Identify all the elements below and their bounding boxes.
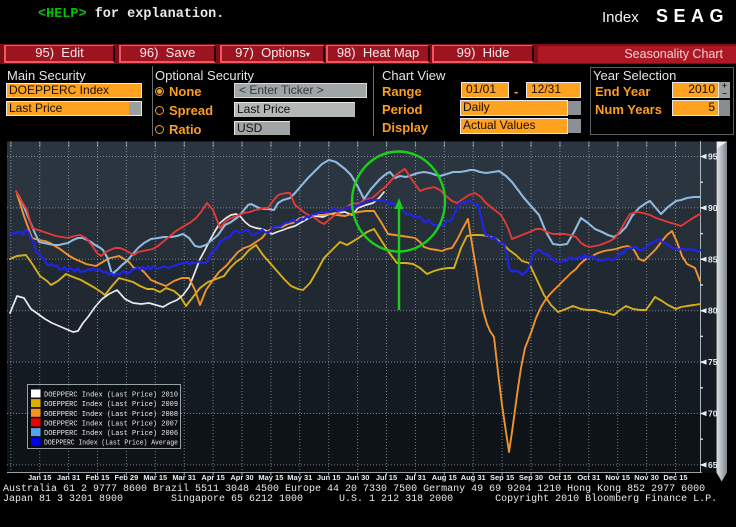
svg-text:May 31: May 31 (287, 473, 312, 482)
svg-text:Jul 15: Jul 15 (376, 473, 397, 482)
svg-text:Jul 31: Jul 31 (405, 473, 426, 482)
svg-text:Mar 31: Mar 31 (172, 473, 196, 482)
svg-text:Jun 30: Jun 30 (346, 473, 370, 482)
svg-text:DOEPPERC Index (Last Price) 20: DOEPPERC Index (Last Price) 2008 (44, 411, 178, 419)
svg-text:Oct 15: Oct 15 (548, 473, 571, 482)
svg-text:DOEPPERC Index (Last Price) 20: DOEPPERC Index (Last Price) 2006 (44, 430, 178, 438)
svg-text:Nov 15: Nov 15 (605, 473, 630, 482)
svg-text:Apr 15: Apr 15 (201, 473, 224, 482)
svg-text:Nov 30: Nov 30 (634, 473, 659, 482)
svg-text:Jun 15: Jun 15 (317, 473, 341, 482)
svg-text:95: 95 (708, 152, 718, 162)
svg-text:DOEPPERC Index (Last Price) 20: DOEPPERC Index (Last Price) 2009 (44, 401, 178, 409)
svg-text:Feb 29: Feb 29 (115, 473, 139, 482)
svg-text:May 15: May 15 (258, 473, 283, 482)
svg-text:Aug 31: Aug 31 (461, 473, 486, 482)
svg-text:Apr 30: Apr 30 (230, 473, 253, 482)
svg-text:80: 80 (708, 306, 718, 316)
svg-text:DOEPPERC Index (Last Price) 20: DOEPPERC Index (Last Price) 2007 (44, 420, 178, 428)
svg-text:75: 75 (708, 357, 718, 367)
svg-text:Oct 31: Oct 31 (577, 473, 600, 482)
svg-text:70: 70 (708, 409, 718, 419)
svg-text:DOEPPERC Index (Last Price) Av: DOEPPERC Index (Last Price) Average (44, 440, 178, 448)
svg-text:Jan 31: Jan 31 (57, 473, 80, 482)
svg-text:Dec 15: Dec 15 (663, 473, 687, 482)
svg-text:90: 90 (708, 203, 718, 213)
svg-text:65: 65 (708, 460, 718, 470)
svg-text:Sep 30: Sep 30 (519, 473, 543, 482)
svg-text:DOEPPERC Index (Last Price) 20: DOEPPERC Index (Last Price) 2010 (44, 392, 178, 400)
svg-text:Feb 15: Feb 15 (86, 473, 110, 482)
svg-text:Mar 15: Mar 15 (143, 473, 167, 482)
svg-text:Sep 15: Sep 15 (490, 473, 514, 482)
svg-text:Aug 15: Aug 15 (432, 473, 457, 482)
svg-text:Jan 15: Jan 15 (28, 473, 51, 482)
svg-text:85: 85 (708, 254, 718, 264)
